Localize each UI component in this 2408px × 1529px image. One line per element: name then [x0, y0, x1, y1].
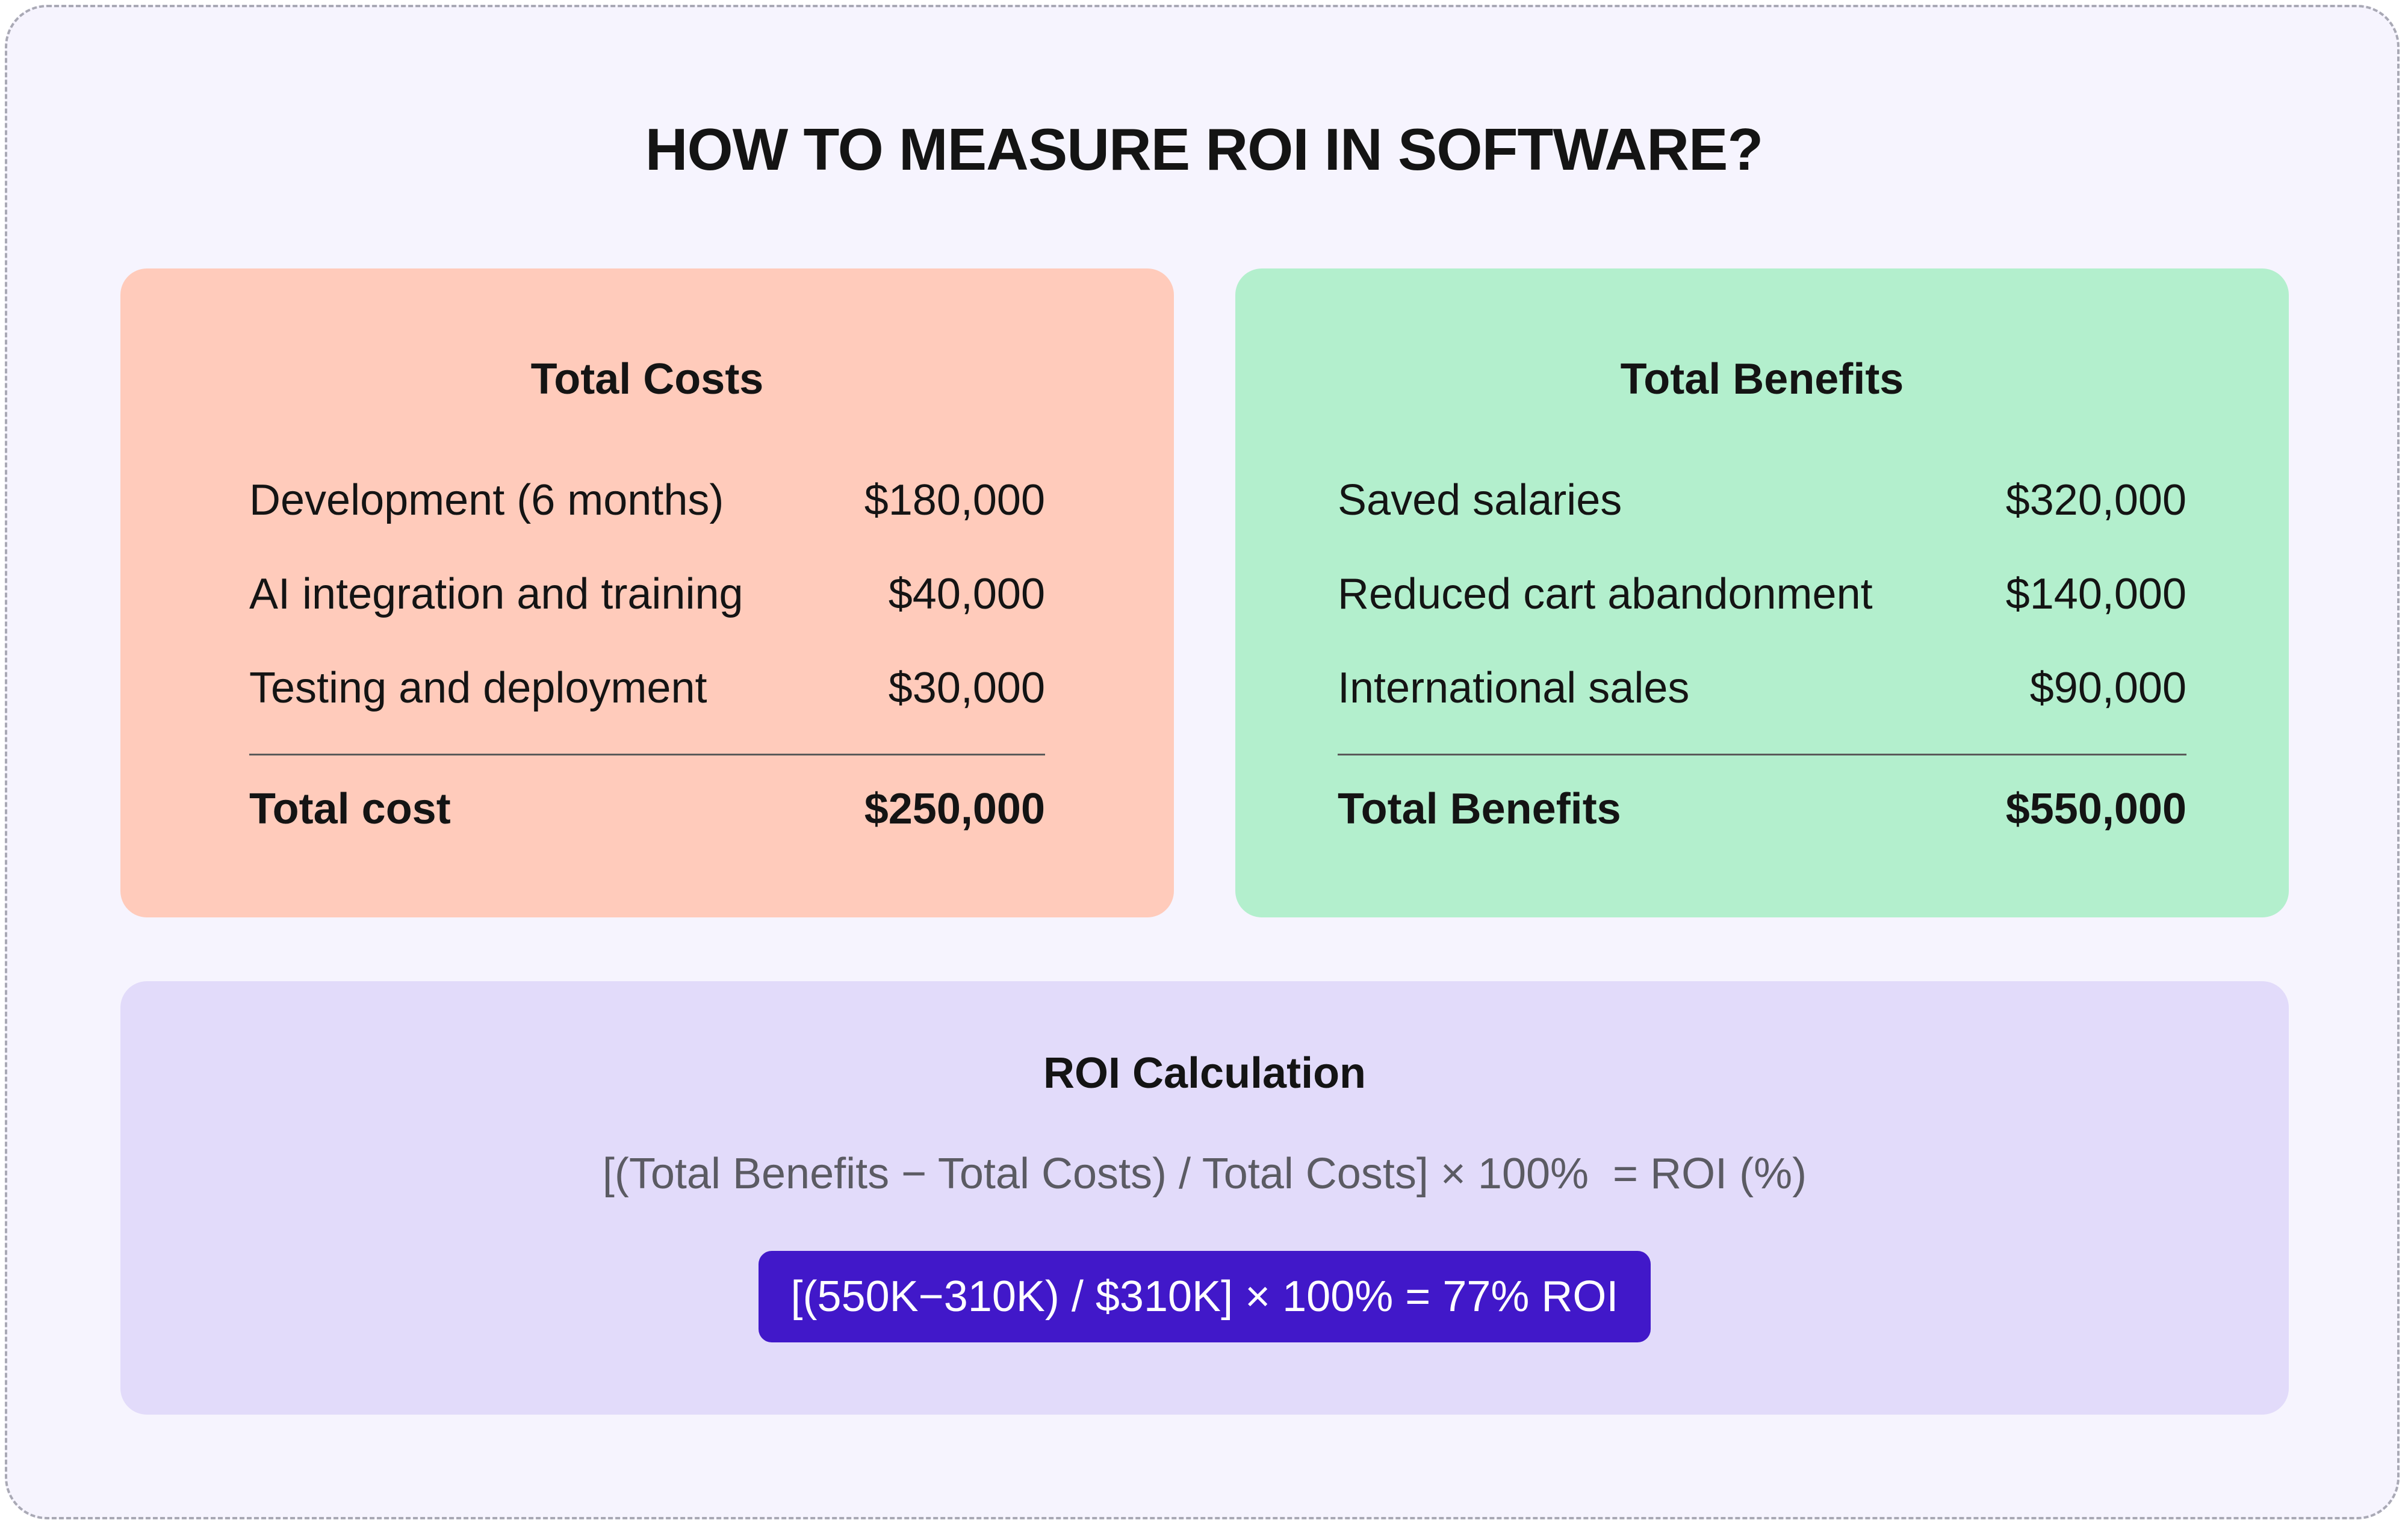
benefit-total-label: Total Benefits [1338, 785, 1621, 833]
benefits-divider [1338, 754, 2186, 755]
roi-calculation-card: ROI Calculation [(Total Benefits − Total… [120, 981, 2289, 1415]
cost-value: $30,000 [888, 664, 1045, 712]
cost-row: AI integration and training $40,000 [249, 567, 1045, 621]
cost-total-row: Total cost $250,000 [249, 782, 1045, 836]
benefit-row: Saved salaries $320,000 [1338, 473, 2186, 527]
cost-label: Testing and deployment [249, 664, 707, 712]
cost-label: AI integration and training [249, 570, 743, 618]
roi-result-badge: [(550K−310K) / $310K] × 100% = 77% ROI [759, 1251, 1651, 1342]
benefit-total-value: $550,000 [2005, 785, 2186, 833]
benefit-label: International sales [1338, 664, 1690, 712]
benefit-row: International sales $90,000 [1338, 661, 2186, 715]
benefit-total-row: Total Benefits $550,000 [1338, 782, 2186, 836]
benefit-value: $90,000 [2029, 664, 2186, 712]
cost-total-value: $250,000 [864, 785, 1045, 833]
cost-value: $40,000 [888, 570, 1045, 618]
benefit-value: $320,000 [2005, 476, 2186, 524]
cost-label: Development (6 months) [249, 476, 724, 524]
cost-value: $180,000 [864, 476, 1045, 524]
cost-row: Development (6 months) $180,000 [249, 473, 1045, 527]
costs-heading: Total Costs [530, 355, 764, 403]
costs-divider [249, 754, 1045, 755]
benefit-row: Reduced cart abandonment $140,000 [1338, 567, 2186, 621]
page-title: HOW TO MEASURE ROI IN SOFTWARE? [645, 116, 1763, 182]
benefit-value: $140,000 [2005, 570, 2186, 618]
cost-total-label: Total cost [249, 785, 451, 833]
roi-formula: [(Total Benefits − Total Costs) / Total … [602, 1150, 1807, 1198]
benefit-label: Reduced cart abandonment [1338, 570, 1873, 618]
cost-row: Testing and deployment $30,000 [249, 661, 1045, 715]
total-costs-card: Total Costs Development (6 months) $180,… [120, 268, 1174, 917]
roi-heading: ROI Calculation [1043, 1049, 1367, 1097]
benefit-label: Saved salaries [1338, 476, 1622, 524]
benefits-heading: Total Benefits [1620, 355, 1904, 403]
total-benefits-card: Total Benefits Saved salaries $320,000 R… [1235, 268, 2289, 917]
